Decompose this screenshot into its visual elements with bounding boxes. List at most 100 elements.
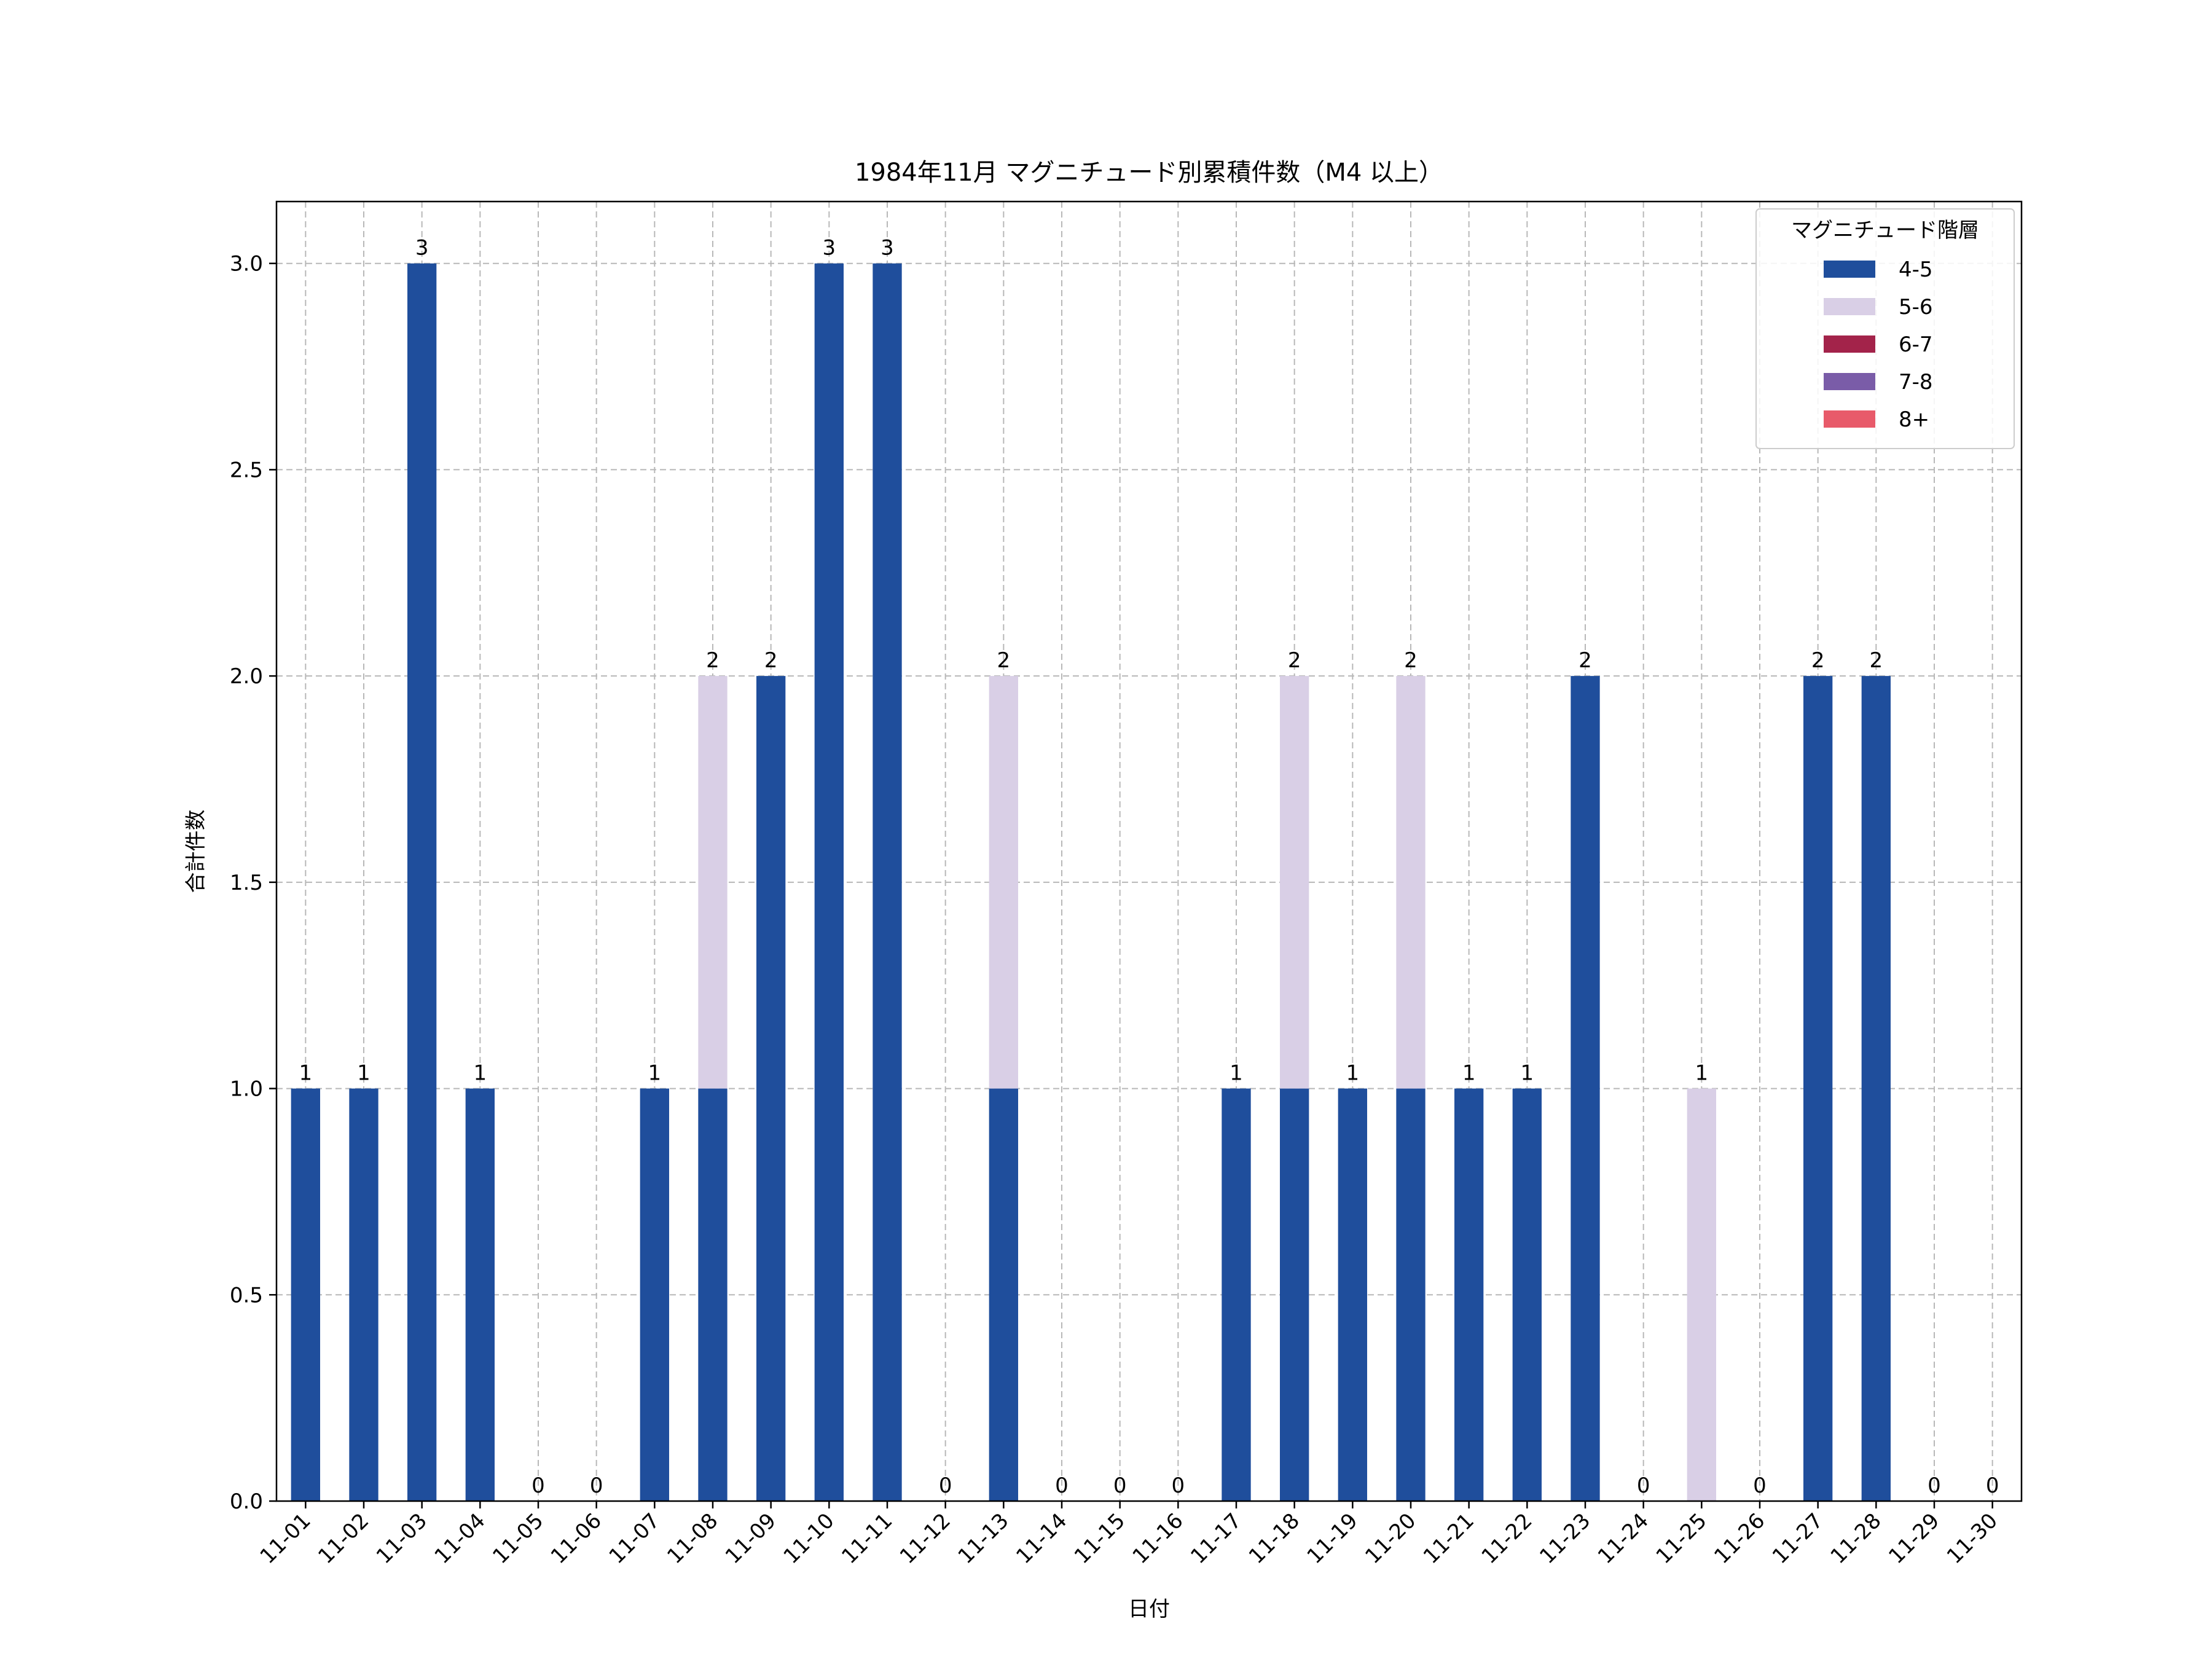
bar-segment — [873, 263, 902, 1501]
x-tick-label: 11-13 — [954, 1508, 1014, 1569]
x-tick-label: 11-09 — [721, 1508, 781, 1569]
bar-total-label: 1 — [1230, 1061, 1243, 1086]
x-tick-label: 11-24 — [1593, 1508, 1653, 1569]
chart-title: 1984年11月 マグニチュード別累積件数（M4 以上） — [855, 159, 1443, 187]
x-tick-label: 11-06 — [546, 1508, 606, 1569]
legend-items: 4-5 5-6 6-7 7-8 8+ — [1824, 257, 1933, 432]
bar-segment — [1396, 1088, 1426, 1501]
legend-swatch — [1824, 410, 1875, 428]
x-tick-label: 11-14 — [1011, 1508, 1072, 1569]
bar-total-label: 1 — [474, 1061, 487, 1086]
x-tick-label: 11-04 — [430, 1508, 490, 1569]
bar-total-label: 2 — [764, 648, 778, 673]
bar-segment — [989, 1088, 1018, 1501]
y-tick-label: 1.0 — [230, 1077, 263, 1102]
bar-total-label: 0 — [590, 1473, 603, 1498]
y-tick-label: 3.0 — [230, 252, 263, 276]
x-tick-label: 11-19 — [1303, 1508, 1363, 1569]
bar-total-label: 1 — [299, 1061, 313, 1086]
x-tick-label: 11-21 — [1419, 1508, 1479, 1569]
bar-total-label: 1 — [648, 1061, 662, 1086]
y-tick-label: 0.5 — [230, 1283, 263, 1308]
bars — [291, 263, 1891, 1501]
bar-total-label: 1 — [1462, 1061, 1476, 1086]
x-tick-label: 11-22 — [1477, 1508, 1537, 1569]
bar-total-label: 0 — [1928, 1473, 1941, 1498]
x-tick-label: 11-23 — [1535, 1508, 1595, 1569]
x-tick-label: 11-20 — [1360, 1508, 1421, 1569]
bar-segment — [989, 676, 1018, 1089]
bar-segment — [756, 676, 786, 1501]
bar-segment — [1571, 676, 1600, 1501]
bar-total-label: 2 — [1579, 648, 1592, 673]
legend-box — [1755, 208, 2015, 449]
bar-segment — [407, 263, 437, 1501]
bar-total-label: 0 — [1753, 1473, 1767, 1498]
x-tick-label: 11-10 — [779, 1508, 839, 1569]
bar-segment — [1280, 676, 1309, 1089]
y-tick-label: 2.5 — [230, 458, 263, 482]
bar-total-label: 2 — [1404, 648, 1418, 673]
bar-total-label: 3 — [415, 236, 429, 261]
bar-total-label: 0 — [939, 1473, 952, 1498]
bar-segment — [640, 1088, 669, 1501]
bar-segment — [1280, 1088, 1309, 1501]
legend: マグニチュード階層 4-5 5-6 6-7 7-8 8+ — [1755, 208, 2015, 449]
bar-total-label: 2 — [1811, 648, 1825, 673]
legend-swatch — [1824, 298, 1875, 315]
x-tick-label: 11-28 — [1826, 1508, 1886, 1569]
bar-total-label: 0 — [1637, 1473, 1650, 1498]
x-tick-label: 11-27 — [1768, 1508, 1828, 1569]
bar-total-label: 1 — [1346, 1061, 1360, 1086]
y-axis-label: 合計件数 — [184, 810, 208, 893]
x-tick-label: 11-12 — [895, 1508, 955, 1569]
bar-total-label: 3 — [823, 236, 836, 261]
bar-total-label: 1 — [1521, 1061, 1534, 1086]
bar-segment — [698, 1088, 728, 1501]
bar-segment — [1454, 1088, 1484, 1501]
x-tick-label: 11-18 — [1244, 1508, 1304, 1569]
bar-total-label: 0 — [1055, 1473, 1069, 1498]
legend-title: マグニチュード階層 — [1791, 218, 1979, 243]
y-tick-label: 1.5 — [230, 871, 263, 895]
x-tick-label: 11-25 — [1652, 1508, 1712, 1569]
x-tick-label: 11-15 — [1070, 1508, 1130, 1569]
x-axis-label: 日付 — [1128, 1597, 1170, 1622]
legend-swatch — [1824, 261, 1875, 278]
legend-swatch — [1824, 373, 1875, 390]
bar-total-label: 2 — [1288, 648, 1301, 673]
x-tick-label: 11-16 — [1128, 1508, 1188, 1569]
bar-total-label: 2 — [1870, 648, 1883, 673]
bar-segment — [1803, 676, 1833, 1501]
plot-frame — [275, 200, 2023, 1502]
bar-total-label: 0 — [531, 1473, 545, 1498]
x-tick-label: 11-08 — [662, 1508, 723, 1569]
legend-swatch — [1824, 335, 1875, 353]
bar-total-label: 3 — [880, 236, 894, 261]
bar-segment — [1687, 1088, 1716, 1501]
x-tick-label: 11-07 — [605, 1508, 665, 1569]
bar-total-label: 1 — [1695, 1061, 1709, 1086]
x-tick-label: 11-02 — [313, 1508, 374, 1569]
y-axis: 0.0 0.5 1.0 1.5 2.0 2.5 3.0 — [230, 252, 276, 1514]
bar-total-label: 1 — [357, 1061, 371, 1086]
legend-label: 7-8 — [1899, 370, 1933, 394]
bar-segment — [1861, 676, 1891, 1501]
legend-label: 8+ — [1899, 407, 1929, 432]
x-tick-label: 11-30 — [1942, 1508, 2002, 1569]
x-tick-label: 11-17 — [1186, 1508, 1246, 1569]
bar-segment — [1396, 676, 1426, 1089]
x-tick-label: 11-11 — [837, 1508, 897, 1569]
x-tick-label: 11-03 — [372, 1508, 432, 1569]
bar-total-labels: 1 1 3 1 0 0 1 2 2 3 3 0 2 0 0 0 1 2 1 2 1 1 2 0 1 0 2 2 0 0 — [299, 236, 1999, 1498]
bar-segment — [291, 1088, 320, 1501]
legend-label: 5-6 — [1899, 295, 1933, 320]
bar-segment — [814, 263, 844, 1501]
legend-label: 4-5 — [1899, 257, 1933, 282]
bar-segment — [465, 1088, 495, 1501]
x-tick-label: 11-05 — [488, 1508, 548, 1569]
x-tick-label: 11-29 — [1884, 1508, 1944, 1569]
y-tick-label: 0.0 — [230, 1489, 263, 1514]
bar-segment — [1222, 1088, 1251, 1501]
